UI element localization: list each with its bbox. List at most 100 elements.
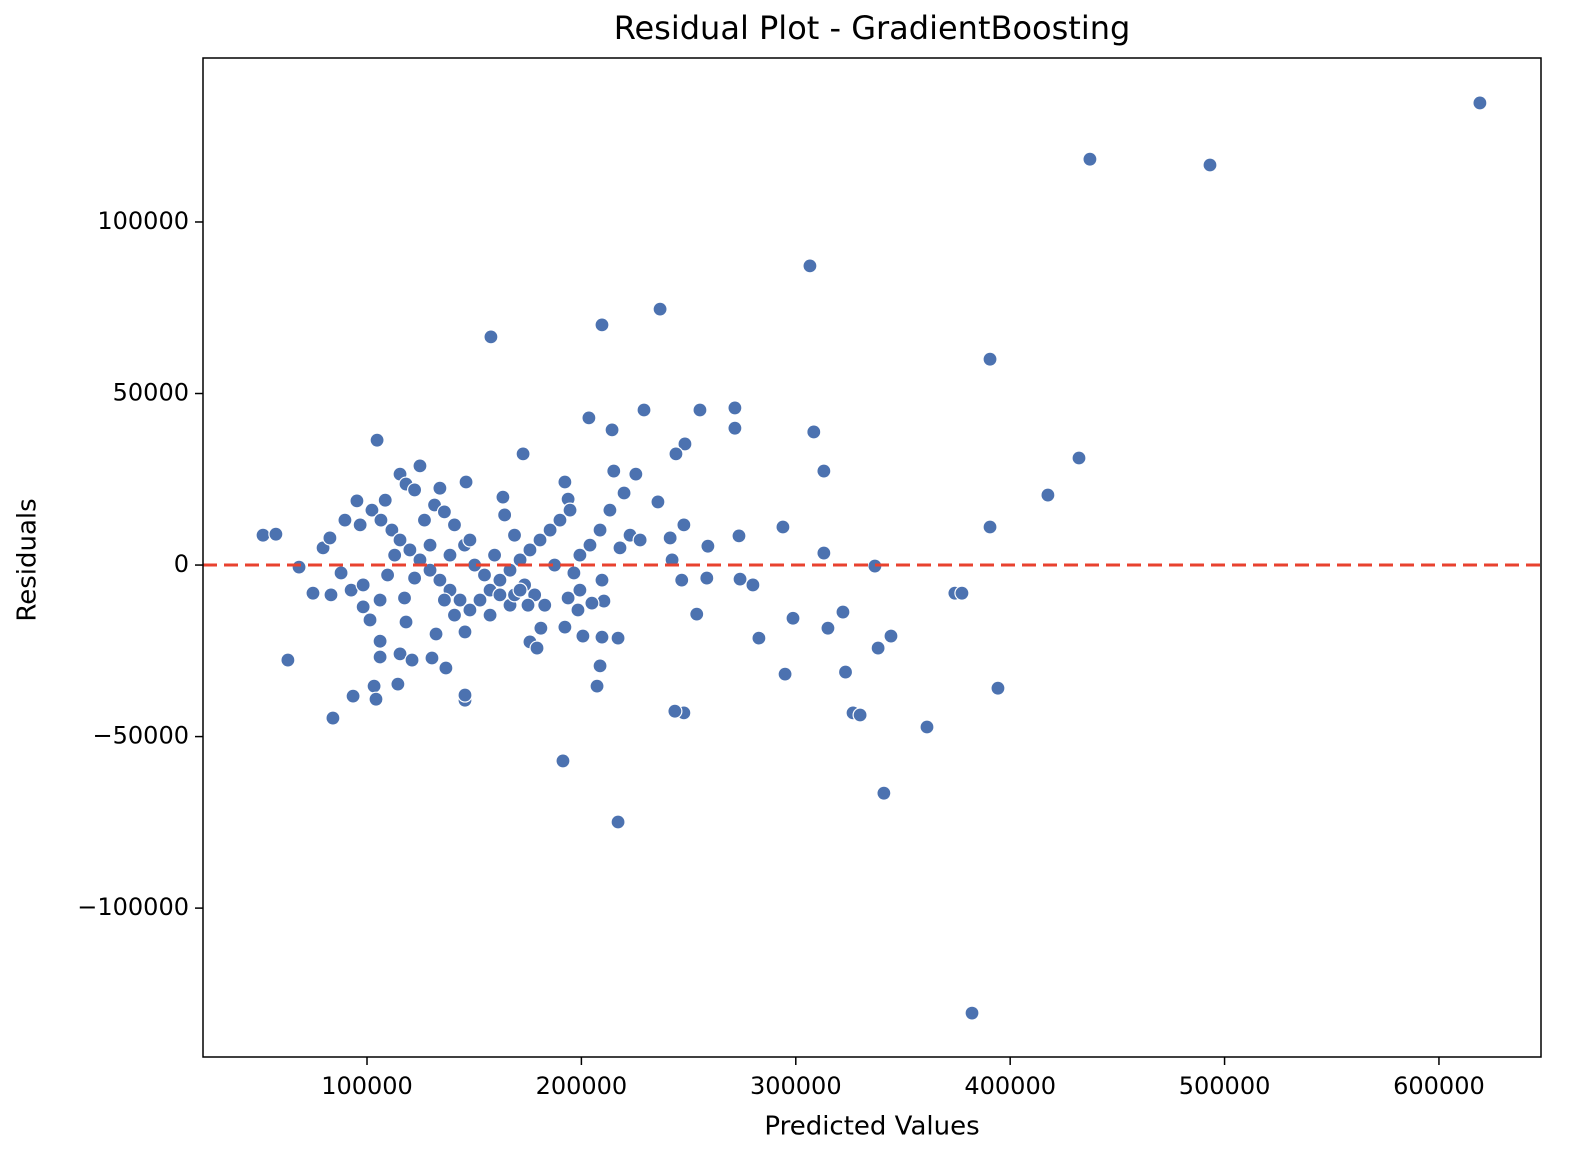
point — [883, 628, 899, 644]
point — [542, 522, 558, 538]
point — [572, 582, 588, 598]
point — [954, 585, 970, 601]
point — [802, 258, 818, 274]
point — [396, 590, 413, 606]
point — [379, 567, 396, 583]
point — [594, 317, 610, 333]
point — [582, 537, 598, 553]
point — [337, 512, 353, 528]
point — [432, 572, 448, 588]
point — [806, 424, 822, 440]
point — [835, 604, 851, 620]
y-tick-label: 100000 — [97, 207, 189, 235]
point — [529, 640, 545, 656]
point — [689, 606, 705, 622]
x-tick-label: 600000 — [1393, 1072, 1485, 1100]
point — [512, 582, 528, 598]
point — [446, 607, 463, 623]
point — [366, 678, 382, 694]
point — [852, 707, 868, 723]
point — [428, 626, 444, 642]
point — [751, 630, 767, 646]
point — [323, 587, 339, 603]
point — [592, 658, 608, 674]
point — [416, 512, 433, 528]
point — [606, 463, 622, 479]
point — [483, 329, 499, 345]
point — [990, 680, 1006, 696]
point — [785, 610, 801, 626]
point — [575, 628, 591, 644]
point — [572, 547, 588, 563]
point — [676, 517, 692, 533]
point — [727, 400, 743, 416]
point — [532, 532, 548, 548]
y-tick-label: 0 — [174, 550, 189, 578]
point — [322, 530, 338, 546]
point — [404, 652, 420, 668]
point — [982, 351, 998, 367]
point — [392, 532, 408, 548]
point — [584, 595, 600, 611]
point — [602, 502, 618, 518]
x-tick-label: 500000 — [1179, 1072, 1271, 1100]
point — [557, 474, 573, 490]
point — [407, 570, 423, 586]
point — [636, 402, 652, 418]
point — [482, 607, 498, 623]
point — [291, 559, 307, 575]
point — [668, 446, 684, 462]
point — [432, 480, 448, 496]
point — [392, 646, 408, 662]
point — [552, 512, 568, 528]
point — [372, 592, 388, 608]
y-axis-label: Residuals — [13, 498, 43, 621]
point — [964, 1005, 980, 1021]
point — [355, 599, 371, 615]
point — [610, 630, 626, 646]
point — [372, 633, 388, 649]
point — [387, 547, 403, 563]
point — [305, 585, 321, 601]
point — [492, 572, 508, 588]
point — [333, 565, 349, 581]
point — [604, 422, 620, 438]
point — [1071, 450, 1087, 466]
point — [1202, 157, 1218, 173]
point — [412, 552, 428, 568]
point — [555, 753, 571, 769]
point — [664, 552, 680, 568]
point — [560, 590, 576, 606]
point — [325, 710, 341, 726]
point — [255, 527, 271, 543]
point — [522, 542, 538, 558]
point — [355, 577, 371, 593]
point — [562, 502, 578, 518]
point — [632, 532, 648, 548]
point — [820, 620, 836, 636]
point — [816, 545, 832, 561]
point — [589, 678, 605, 694]
point — [422, 562, 438, 578]
point — [452, 592, 468, 608]
point — [502, 562, 518, 578]
point — [870, 640, 886, 656]
point — [677, 436, 693, 452]
point — [876, 785, 892, 801]
point — [652, 301, 668, 317]
point — [1040, 487, 1056, 503]
point — [390, 676, 406, 692]
y-tick-label: −50000 — [93, 722, 189, 750]
point — [581, 410, 597, 426]
point — [537, 597, 553, 613]
point — [268, 526, 284, 542]
point — [364, 502, 380, 518]
point — [566, 565, 582, 581]
point — [674, 572, 690, 588]
point — [775, 519, 791, 535]
point — [377, 492, 393, 508]
point — [745, 577, 761, 593]
point — [372, 649, 388, 665]
point — [816, 463, 832, 479]
